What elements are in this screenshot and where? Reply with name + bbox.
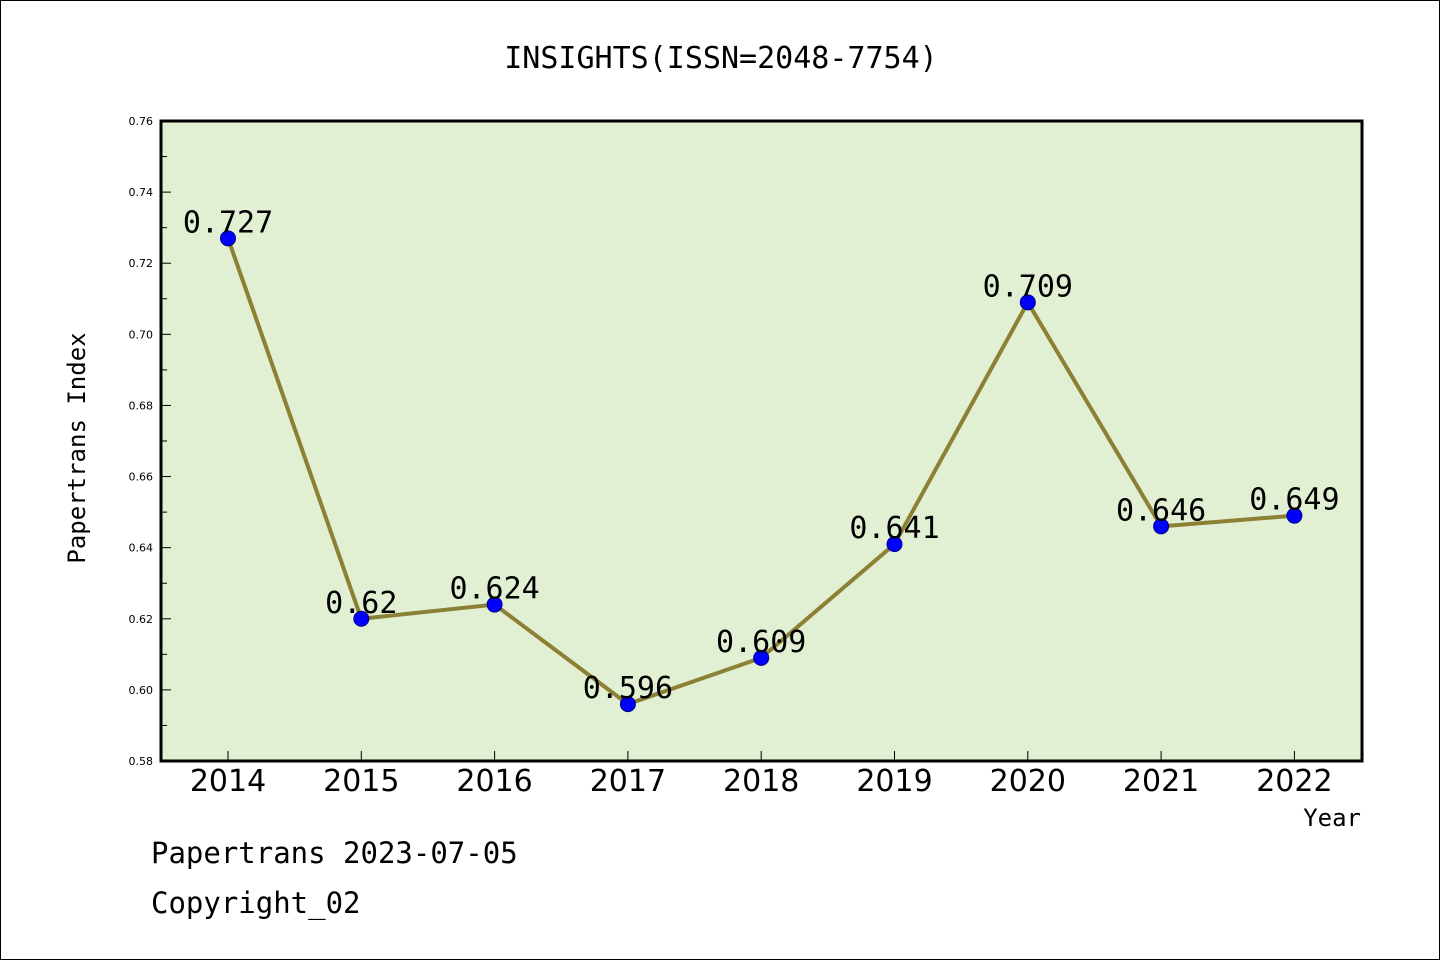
x-tick-label: 2018	[723, 764, 799, 799]
data-point-marker	[1153, 518, 1170, 535]
y-tick-label: 0.76	[129, 115, 154, 128]
y-tick-label: 0.70	[129, 328, 154, 341]
y-tick-label: 0.72	[129, 257, 154, 270]
y-tick-label: 0.74	[129, 186, 154, 199]
x-tick-label: 2014	[190, 764, 266, 799]
x-tick-label: 2015	[323, 764, 399, 799]
x-tick-label: 2017	[590, 764, 666, 799]
data-series	[220, 230, 1303, 713]
data-point-marker	[220, 230, 236, 247]
x-tick-label: 2019	[856, 764, 932, 799]
x-tick-label: 2016	[456, 764, 532, 799]
x-tick-label: 2020	[990, 764, 1066, 799]
y-tick-label: 0.64	[129, 542, 154, 555]
x-tick-label: 2021	[1123, 764, 1199, 799]
data-value-label: 0.641	[849, 511, 939, 546]
data-labels: 0.727 0.62 0.624 0.596 0.609 0.641 0.709 0.646 0…	[183, 205, 1340, 706]
copyright-text: Copyright_02	[151, 886, 361, 920]
data-point-marker	[1019, 294, 1036, 311]
data-point-marker	[619, 696, 636, 713]
data-value-label: 0.727	[183, 205, 273, 240]
x-axis-title: Year	[1303, 804, 1361, 832]
source-date-text: Papertrans 2023-07-05	[151, 836, 518, 870]
data-value-label: 0.596	[583, 671, 673, 706]
data-value-label: 0.709	[983, 269, 1073, 304]
data-value-label: 0.649	[1249, 483, 1339, 518]
chart-title: INSIGHTS(ISSN=2048-7754)	[504, 41, 937, 76]
data-point-marker	[886, 536, 903, 553]
data-value-label: 0.609	[716, 625, 806, 660]
y-tick-label: 0.68	[129, 399, 154, 412]
data-value-label: 0.646	[1116, 493, 1206, 528]
y-axis-title: Papertrans Index	[63, 332, 91, 563]
data-point-marker	[486, 596, 503, 613]
x-tick-label: 2022	[1256, 764, 1332, 799]
y-tick-label: 0.58	[129, 755, 154, 768]
data-point-marker	[1286, 507, 1303, 524]
data-point-marker	[353, 610, 370, 627]
y-tick-label: 0.60	[129, 684, 154, 697]
data-value-label: 0.62	[325, 586, 397, 621]
y-tick-label: 0.62	[129, 613, 154, 626]
x-axis: 2014 2015 2016 2017 2018 2019 2020 2021 2022	[190, 751, 1333, 799]
y-tick-label: 0.66	[129, 471, 154, 484]
data-value-label: 0.624	[449, 572, 539, 607]
data-point-marker	[753, 649, 770, 666]
y-axis: 0.58 0.60 0.62 0.64 0.66 0.68 0.70 0.72 0.74 0.76	[129, 115, 171, 768]
